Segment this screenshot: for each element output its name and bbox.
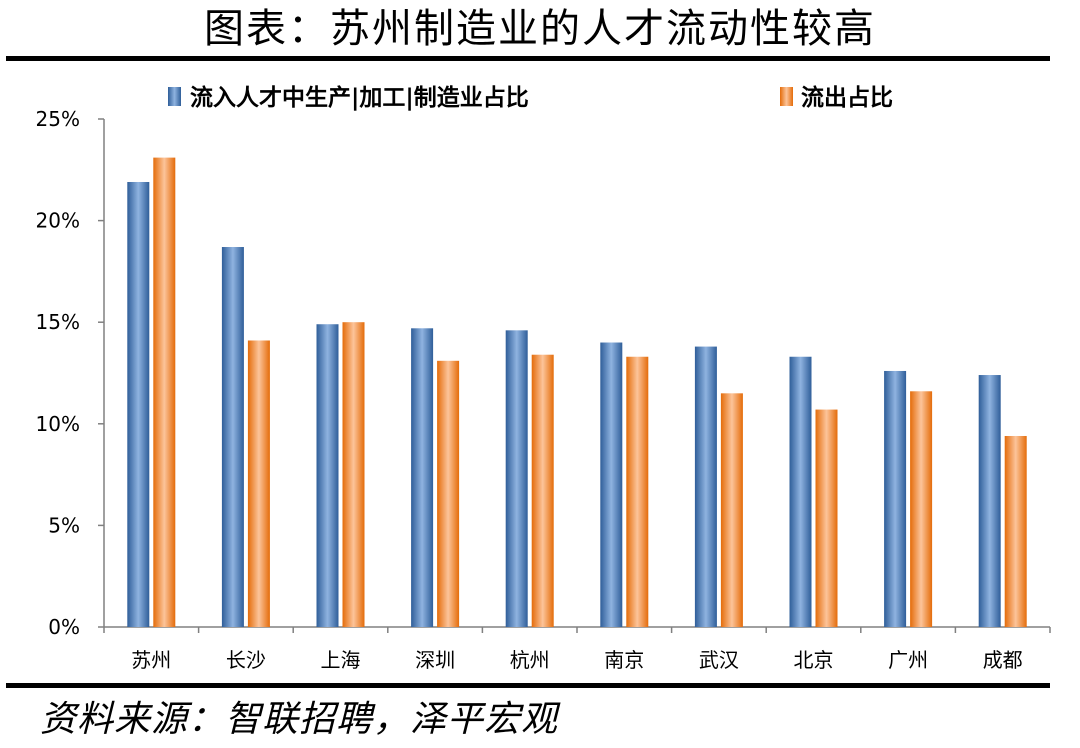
y-axis: 0% 5% 10% 15% 20% 25% bbox=[36, 107, 105, 639]
bar-series2 bbox=[153, 157, 176, 627]
bar-series1 bbox=[600, 342, 623, 627]
bar-series2 bbox=[720, 393, 743, 627]
bar-chart: 流入人才中生产|加工|制造业占比 流出占比 0% 5% 10% 15% 20% 25% 苏… bbox=[36, 84, 1051, 672]
bar-series1 bbox=[694, 346, 717, 627]
bar-series2 bbox=[815, 409, 838, 627]
bar-series2 bbox=[1004, 435, 1027, 627]
bar-series2 bbox=[626, 356, 649, 627]
y-tick-label: 15% bbox=[36, 310, 80, 334]
x-category-label: 南京 bbox=[604, 648, 644, 672]
y-tick-label: 10% bbox=[36, 412, 80, 436]
bar-series1 bbox=[411, 328, 434, 627]
bar-series1 bbox=[505, 330, 528, 627]
x-category-label: 苏州 bbox=[131, 648, 171, 672]
x-category-label: 长沙 bbox=[226, 648, 266, 672]
top-divider bbox=[6, 56, 1050, 61]
y-tick-label: 25% bbox=[36, 107, 80, 131]
bars bbox=[127, 157, 1027, 628]
bar-series1 bbox=[884, 370, 907, 627]
bar-series1 bbox=[127, 181, 150, 627]
legend-label-series1: 流入人才中生产|加工|制造业占比 bbox=[190, 84, 529, 111]
bar-series2 bbox=[437, 360, 460, 627]
x-category-label: 上海 bbox=[321, 648, 361, 672]
bar-series2 bbox=[531, 354, 554, 627]
bar-series1 bbox=[316, 324, 339, 627]
x-category-label: 深圳 bbox=[415, 648, 455, 672]
x-category-label: 武汉 bbox=[699, 648, 739, 672]
bar-series1 bbox=[978, 375, 1001, 627]
legend: 流入人才中生产|加工|制造业占比 流出占比 bbox=[168, 84, 893, 111]
bar-series2 bbox=[342, 322, 365, 627]
x-category-label: 成都 bbox=[983, 648, 1023, 672]
x-axis: 苏州 长沙 上海 深圳 杭州 南京 武汉 北京 广州 成都 bbox=[103, 626, 1051, 672]
bar-series2 bbox=[910, 391, 933, 627]
bar-series1 bbox=[221, 247, 244, 628]
y-tick-label: 20% bbox=[36, 209, 80, 233]
chart-title: 图表：苏州制造业的人才流动性较高 bbox=[204, 6, 876, 52]
y-tick-label: 0% bbox=[48, 615, 80, 639]
legend-swatch-series2 bbox=[780, 87, 793, 106]
bottom-divider bbox=[6, 683, 1050, 688]
bar-series1 bbox=[789, 356, 812, 627]
x-category-label: 杭州 bbox=[510, 648, 550, 672]
x-category-label: 北京 bbox=[794, 648, 834, 672]
legend-label-series2: 流出占比 bbox=[801, 84, 893, 111]
source-note: 资料来源：智联招聘，泽平宏观 bbox=[40, 699, 559, 740]
legend-swatch-series1 bbox=[168, 87, 181, 106]
x-category-label: 广州 bbox=[888, 648, 928, 672]
bar-series2 bbox=[247, 340, 270, 627]
y-tick-label: 5% bbox=[48, 513, 80, 537]
